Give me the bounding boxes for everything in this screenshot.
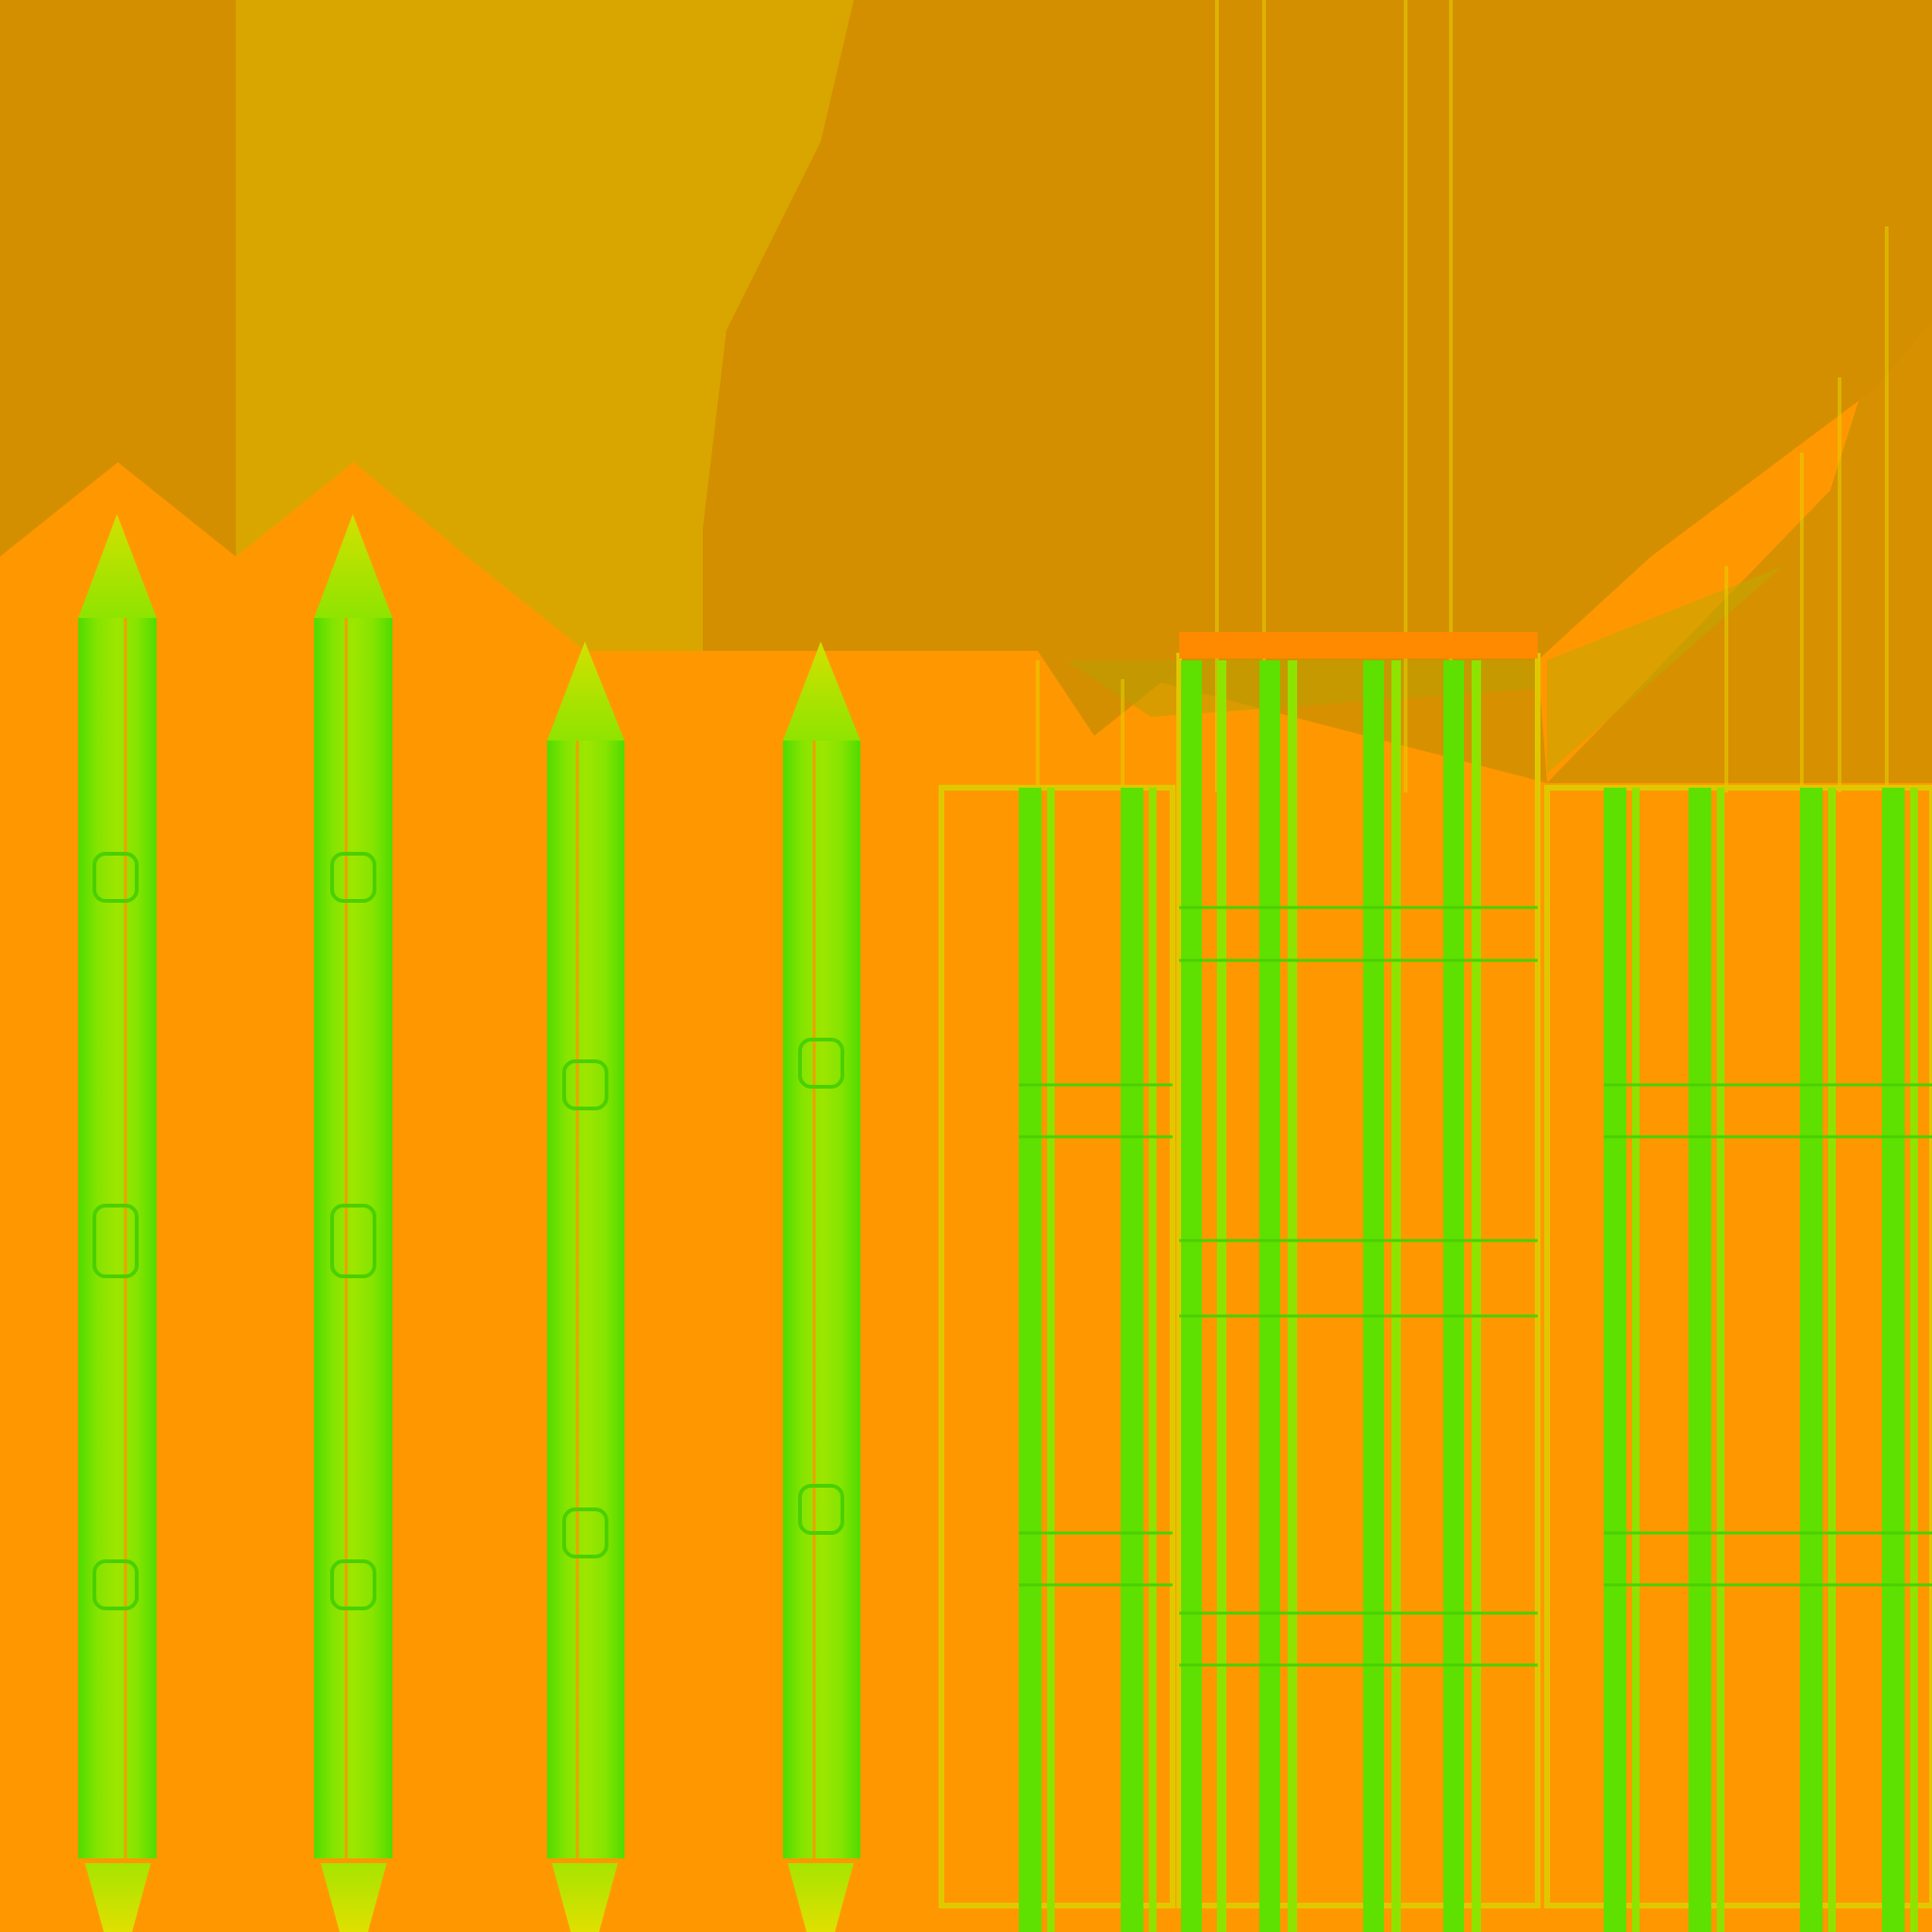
- picket-2: [314, 514, 392, 1932]
- panel-right: [1544, 785, 1932, 1932]
- panel-left: [939, 785, 1175, 1932]
- panel-center: [1176, 632, 1541, 1932]
- picket-1: [78, 514, 157, 1932]
- picket-4: [783, 641, 860, 1932]
- picket-3: [547, 641, 625, 1932]
